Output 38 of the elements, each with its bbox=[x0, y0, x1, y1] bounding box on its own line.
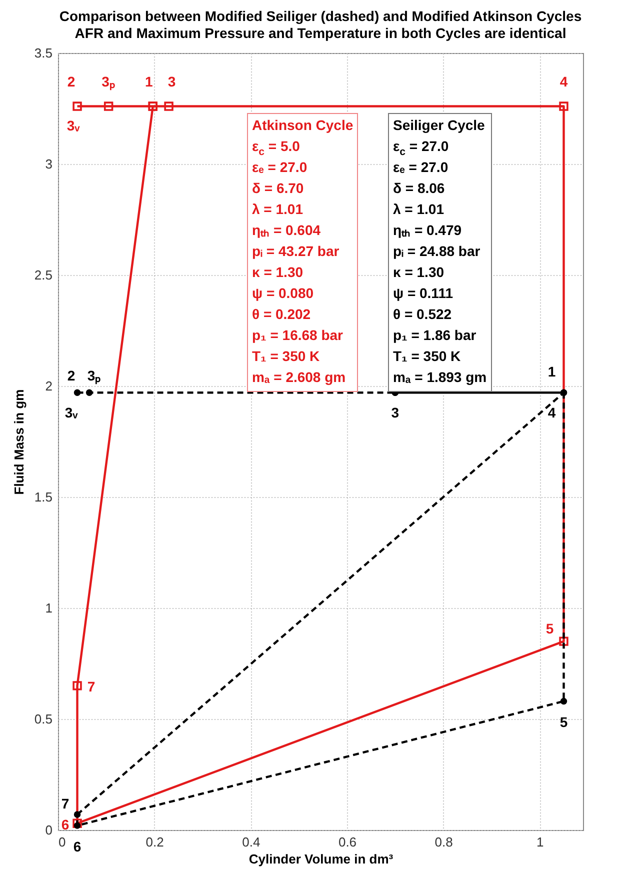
x-tick-label: 1 bbox=[536, 834, 544, 850]
y-tick-label: 2 bbox=[45, 378, 52, 394]
annotation: 1 bbox=[144, 73, 153, 90]
annotation: 5 bbox=[560, 714, 568, 730]
x-tick-label: 0.2 bbox=[146, 834, 164, 850]
parameter-box: Atkinson Cycle ε$_{c}$ = 5.0 εₑ = 27.0 δ = 6.70 λ = 1.01 ηₜₕ = 0.604 pᵢ = 43.27 bar κ = 1.30 ψ = 0.080 θ = 0.202 p₁ = 16.68 bar T₁ = 350 K mₐ = 2.608 gm bbox=[247, 113, 358, 392]
chart-title: Comparison between Modified Seiliger (dashed) and Modified Atkinson Cycles bbox=[59, 8, 582, 24]
x-tick-label: 0.8 bbox=[434, 834, 453, 850]
annotation: 2 bbox=[67, 73, 76, 90]
annotation: 3ₚ bbox=[87, 368, 102, 385]
annotation: 2 bbox=[67, 368, 76, 384]
x-tick-label: 0.6 bbox=[338, 834, 357, 850]
y-tick-label: 3.5 bbox=[34, 46, 52, 60]
annotation: 4 bbox=[548, 404, 556, 421]
y-tick-label: 3 bbox=[45, 156, 52, 172]
annotation: 1 bbox=[548, 364, 556, 380]
y-tick-label: 0.5 bbox=[34, 712, 52, 726]
y-tick-label: 0 bbox=[45, 822, 52, 838]
annotation: 7 bbox=[87, 678, 96, 695]
chart-subtitle: AFR and Maximum Pressure and Temperature in both Cycles are identical bbox=[74, 25, 566, 41]
y-axis-title: Fluid Mass in gm bbox=[11, 389, 26, 495]
parameter-box: Seiliger Cycle ε$_{c}$ = 27.0 εₑ = 27.0 δ = 8.06 λ = 1.01 ηₜₕ = 0.479 pᵢ = 24.88 bar κ = 1.30 ψ = 0.111 θ = 0.522 p₁ = 1.86 bar T₁ = 350 K mₐ = 1.893 gm bbox=[388, 113, 492, 392]
annotation: 4 bbox=[560, 73, 568, 90]
x-axis-title: Cylinder Volume in dm³ bbox=[248, 852, 394, 866]
x-tick-label: 0 bbox=[58, 834, 66, 850]
annotation: 7 bbox=[61, 795, 70, 812]
x-tick-label: 0.4 bbox=[242, 834, 260, 850]
y-tick-label: 2.5 bbox=[34, 268, 52, 282]
y-tick-label: 1 bbox=[45, 600, 52, 616]
annotation: 3 bbox=[391, 404, 400, 421]
annotation: 6 bbox=[73, 838, 82, 855]
annotation: 3ᵥ bbox=[66, 117, 81, 134]
annotation: 3ᵥ bbox=[64, 404, 79, 421]
annotation: 3 bbox=[168, 73, 176, 90]
annotation: 6 bbox=[61, 816, 70, 832]
annotation: 3ₚ bbox=[102, 73, 116, 90]
annotation: 5 bbox=[546, 620, 554, 636]
y-tick-label: 1.5 bbox=[34, 490, 52, 504]
